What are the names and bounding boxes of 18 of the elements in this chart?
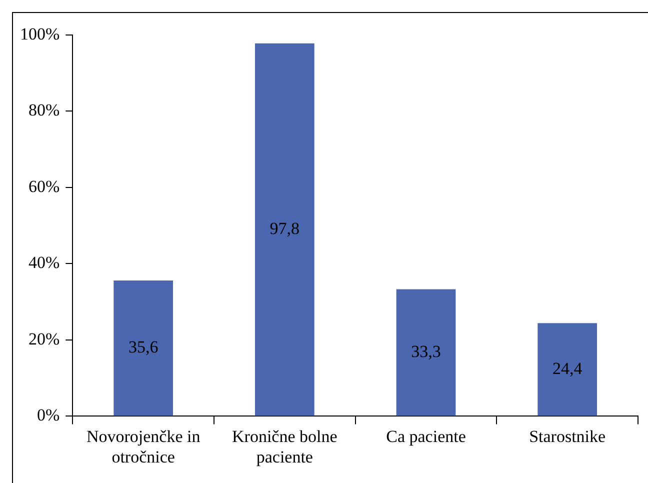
x-tick-label: Novorojenčke in otročnice [86,426,201,466]
y-tick-label: 80% [28,100,60,120]
x-tick-label: Starostnike [529,426,606,446]
y-tick-label: 20% [28,329,60,348]
y-tick-label: 0% [36,406,60,425]
data-label: 97,8 [270,219,300,238]
bar [396,289,456,416]
x-tick-label: Ca paciente [386,426,466,446]
y-tick-label: 60% [28,176,60,196]
data-label: 24,4 [552,358,583,378]
bar [254,43,314,416]
x-tick-label: Kronične bolne paciente [232,426,338,466]
bar [114,280,174,416]
y-tick-label: 40% [28,253,60,272]
y-tick-label: 100% [20,24,60,44]
data-label: 33,3 [411,342,441,361]
data-label: 35,6 [128,338,158,357]
bar [538,323,598,416]
